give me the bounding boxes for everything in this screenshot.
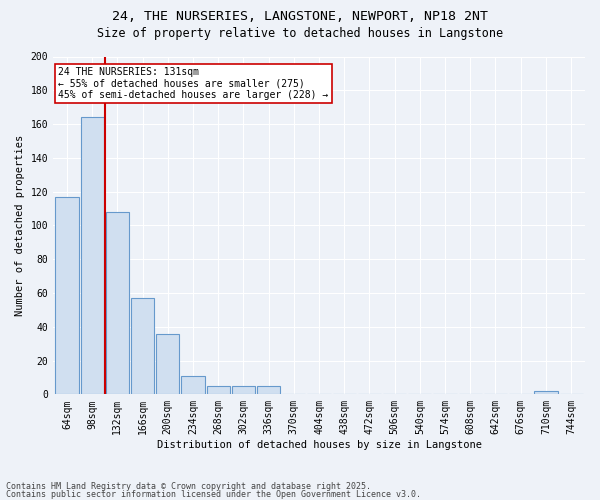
- Text: Contains public sector information licensed under the Open Government Licence v3: Contains public sector information licen…: [6, 490, 421, 499]
- Bar: [181, 376, 205, 394]
- Text: Size of property relative to detached houses in Langstone: Size of property relative to detached ho…: [97, 28, 503, 40]
- Bar: [206, 386, 230, 394]
- X-axis label: Distribution of detached houses by size in Langstone: Distribution of detached houses by size …: [157, 440, 482, 450]
- Bar: [257, 386, 280, 394]
- Bar: [80, 118, 104, 394]
- Y-axis label: Number of detached properties: Number of detached properties: [15, 135, 25, 316]
- Text: 24, THE NURSERIES, LANGSTONE, NEWPORT, NP18 2NT: 24, THE NURSERIES, LANGSTONE, NEWPORT, N…: [112, 10, 488, 23]
- Bar: [535, 391, 557, 394]
- Bar: [55, 196, 79, 394]
- Bar: [156, 334, 179, 394]
- Text: Contains HM Land Registry data © Crown copyright and database right 2025.: Contains HM Land Registry data © Crown c…: [6, 482, 371, 491]
- Bar: [106, 212, 129, 394]
- Bar: [232, 386, 255, 394]
- Text: 24 THE NURSERIES: 131sqm
← 55% of detached houses are smaller (275)
45% of semi-: 24 THE NURSERIES: 131sqm ← 55% of detach…: [58, 66, 329, 100]
- Bar: [131, 298, 154, 394]
